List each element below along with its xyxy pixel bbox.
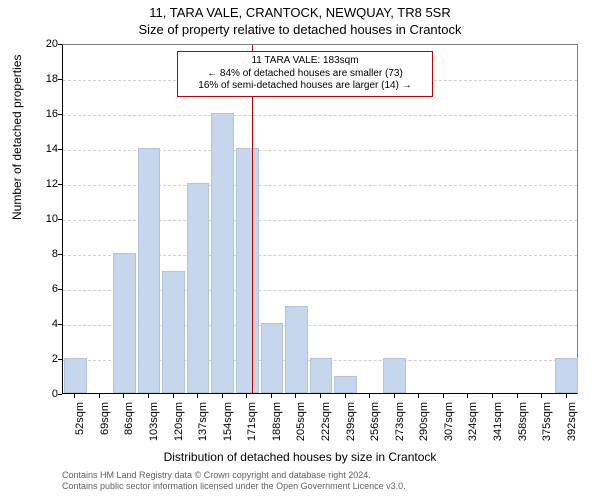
y-axis-label: Number of detached properties (10, 55, 24, 220)
callout-line: 11 TARA VALE: 183sqm (184, 55, 426, 68)
histogram-bar (138, 148, 161, 393)
x-tick-mark (99, 394, 100, 398)
x-tick-mark (173, 394, 174, 398)
x-tick-label: 222sqm (320, 402, 332, 452)
x-tick-label: 120sqm (173, 402, 185, 452)
x-tick-label: 341sqm (492, 402, 504, 452)
y-tick-label: 0 (28, 388, 58, 400)
y-tick-label: 8 (28, 248, 58, 260)
histogram-bar (383, 358, 406, 393)
y-tick-mark (58, 79, 62, 80)
x-tick-mark (443, 394, 444, 398)
x-tick-label: 171sqm (246, 402, 258, 452)
x-tick-mark (418, 394, 419, 398)
histogram-bar (261, 323, 284, 393)
x-axis-label: Distribution of detached houses by size … (0, 450, 600, 464)
histogram-bar (162, 271, 185, 394)
y-tick-mark (58, 324, 62, 325)
chart-title-line2: Size of property relative to detached ho… (0, 22, 600, 37)
x-tick-label: 239sqm (345, 402, 357, 452)
x-tick-label: 256sqm (369, 402, 381, 452)
y-tick-label: 14 (28, 143, 58, 155)
plot-area: 11 TARA VALE: 183sqm← 84% of detached ho… (62, 44, 578, 394)
y-tick-mark (58, 184, 62, 185)
x-tick-label: 137sqm (197, 402, 209, 452)
y-tick-mark (58, 44, 62, 45)
y-tick-mark (58, 394, 62, 395)
callout-line: 16% of semi-detached houses are larger (… (184, 80, 426, 93)
callout-box: 11 TARA VALE: 183sqm← 84% of detached ho… (177, 51, 433, 97)
x-tick-label: 103sqm (148, 402, 160, 452)
histogram-bar (236, 148, 259, 393)
y-tick-label: 6 (28, 283, 58, 295)
x-tick-label: 205sqm (295, 402, 307, 452)
x-tick-label: 392sqm (566, 402, 578, 452)
x-tick-label: 86sqm (123, 402, 135, 452)
y-tick-label: 20 (28, 38, 58, 50)
x-tick-mark (148, 394, 149, 398)
x-tick-mark (541, 394, 542, 398)
x-tick-label: 358sqm (517, 402, 529, 452)
y-tick-mark (58, 254, 62, 255)
histogram-bar (285, 306, 308, 394)
y-tick-label: 12 (28, 178, 58, 190)
x-tick-mark (123, 394, 124, 398)
x-tick-label: 290sqm (418, 402, 430, 452)
x-tick-mark (394, 394, 395, 398)
footer-line1: Contains HM Land Registry data © Crown c… (62, 470, 406, 481)
histogram-bar (555, 358, 578, 393)
x-tick-mark (320, 394, 321, 398)
y-tick-label: 16 (28, 108, 58, 120)
x-tick-label: 188sqm (271, 402, 283, 452)
x-tick-label: 52sqm (74, 402, 86, 452)
x-tick-mark (492, 394, 493, 398)
footer-attribution: Contains HM Land Registry data © Crown c… (62, 470, 406, 493)
x-tick-mark (295, 394, 296, 398)
x-tick-mark (271, 394, 272, 398)
y-tick-label: 2 (28, 353, 58, 365)
x-tick-label: 324sqm (467, 402, 479, 452)
callout-line: ← 84% of detached houses are smaller (73… (184, 68, 426, 81)
y-tick-label: 10 (28, 213, 58, 225)
histogram-bar (211, 113, 234, 393)
y-tick-mark (58, 149, 62, 150)
y-tick-mark (58, 289, 62, 290)
x-tick-mark (566, 394, 567, 398)
x-tick-mark (246, 394, 247, 398)
histogram-bar (64, 358, 87, 393)
histogram-bar (334, 376, 357, 394)
x-tick-mark (467, 394, 468, 398)
x-tick-mark (369, 394, 370, 398)
histogram-bar (113, 253, 136, 393)
x-tick-label: 307sqm (443, 402, 455, 452)
y-tick-label: 18 (28, 73, 58, 85)
histogram-bar (187, 183, 210, 393)
x-tick-mark (345, 394, 346, 398)
y-tick-mark (58, 114, 62, 115)
x-tick-label: 154sqm (222, 402, 234, 452)
marker-line (252, 45, 253, 393)
histogram-bar (310, 358, 333, 393)
y-tick-label: 4 (28, 318, 58, 330)
x-tick-mark (222, 394, 223, 398)
gridline (63, 115, 577, 116)
x-tick-mark (74, 394, 75, 398)
y-tick-mark (58, 219, 62, 220)
x-tick-mark (517, 394, 518, 398)
footer-line2: Contains public sector information licen… (62, 481, 406, 492)
x-tick-mark (197, 394, 198, 398)
x-tick-label: 69sqm (99, 402, 111, 452)
x-tick-label: 273sqm (394, 402, 406, 452)
y-tick-mark (58, 359, 62, 360)
chart-title-line1: 11, TARA VALE, CRANTOCK, NEWQUAY, TR8 5S… (0, 5, 600, 20)
x-tick-label: 375sqm (541, 402, 553, 452)
